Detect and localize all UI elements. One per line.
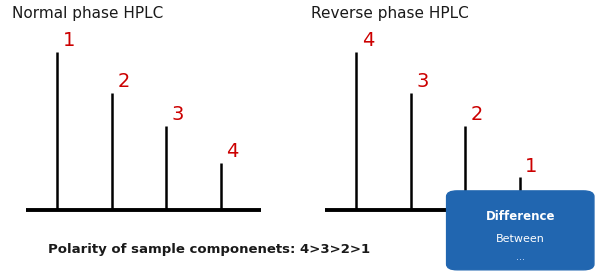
FancyBboxPatch shape [447, 191, 594, 270]
Text: Between: Between [496, 234, 545, 244]
Text: Difference: Difference [486, 210, 555, 223]
Text: 3: 3 [172, 105, 184, 124]
Text: 3: 3 [416, 73, 429, 92]
Text: 1: 1 [63, 31, 75, 50]
Text: Polarity of sample componenets: 4>3>2>1: Polarity of sample componenets: 4>3>2>1 [48, 243, 370, 256]
Text: 1: 1 [525, 157, 538, 176]
Text: Normal phase HPLC: Normal phase HPLC [12, 6, 163, 21]
Text: 2: 2 [117, 73, 130, 92]
Text: ...: ... [515, 252, 525, 262]
Text: 4: 4 [362, 31, 374, 50]
Text: Reverse phase HPLC: Reverse phase HPLC [311, 6, 469, 21]
Text: 4: 4 [226, 142, 239, 161]
Text: 2: 2 [471, 105, 483, 124]
